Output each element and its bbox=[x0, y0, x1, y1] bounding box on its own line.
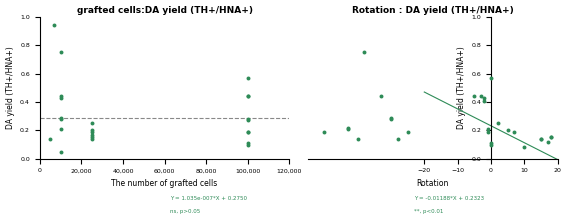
Title: Rotation : DA yield (TH+/HNA+): Rotation : DA yield (TH+/HNA+) bbox=[352, 6, 514, 15]
Point bbox=[403, 130, 412, 134]
Point bbox=[320, 130, 329, 134]
Point bbox=[480, 96, 489, 99]
Text: Y = 1.035e-007*X + 0.2750: Y = 1.035e-007*X + 0.2750 bbox=[170, 196, 247, 201]
Point bbox=[547, 136, 556, 139]
Point bbox=[243, 95, 252, 98]
Point bbox=[543, 140, 552, 143]
Point bbox=[45, 137, 54, 141]
X-axis label: Rotation: Rotation bbox=[416, 179, 449, 188]
X-axis label: The number of grafted cells: The number of grafted cells bbox=[112, 179, 218, 188]
Point bbox=[50, 24, 59, 27]
Title: grafted cells:DA yield (TH+/HNA+): grafted cells:DA yield (TH+/HNA+) bbox=[77, 6, 252, 15]
Point bbox=[520, 146, 529, 149]
Point bbox=[503, 129, 512, 132]
Point bbox=[56, 95, 65, 98]
Point bbox=[243, 141, 252, 145]
Point bbox=[480, 99, 489, 102]
Point bbox=[387, 116, 396, 119]
Point bbox=[343, 126, 352, 129]
Point bbox=[476, 95, 485, 98]
Point bbox=[56, 50, 65, 54]
Point bbox=[243, 76, 252, 80]
Y-axis label: DA yield (TH+/HNA+): DA yield (TH+/HNA+) bbox=[457, 46, 466, 129]
Point bbox=[376, 95, 386, 98]
Point bbox=[536, 137, 545, 141]
Point bbox=[87, 130, 96, 134]
Point bbox=[547, 136, 556, 139]
Point bbox=[87, 136, 96, 139]
Point bbox=[87, 133, 96, 136]
Point bbox=[483, 130, 492, 134]
Point bbox=[87, 129, 96, 132]
Point bbox=[510, 130, 519, 134]
Text: ns, p>0.05: ns, p>0.05 bbox=[170, 209, 200, 214]
Text: Y = -0.01188*X + 0.2323: Y = -0.01188*X + 0.2323 bbox=[414, 196, 484, 201]
Point bbox=[483, 127, 492, 131]
Point bbox=[56, 116, 65, 119]
Text: **, p<0.01: **, p<0.01 bbox=[414, 209, 443, 214]
Point bbox=[243, 130, 252, 134]
Point bbox=[486, 143, 496, 146]
Point bbox=[393, 137, 402, 141]
Point bbox=[56, 96, 65, 99]
Point bbox=[343, 127, 352, 131]
Point bbox=[87, 137, 96, 141]
Point bbox=[56, 150, 65, 153]
Y-axis label: DA yield (TH+/HNA+): DA yield (TH+/HNA+) bbox=[6, 46, 15, 129]
Point bbox=[243, 130, 252, 134]
Point bbox=[536, 137, 545, 141]
Point bbox=[493, 121, 502, 125]
Point bbox=[360, 50, 369, 54]
Point bbox=[56, 127, 65, 131]
Point bbox=[486, 76, 496, 80]
Point bbox=[243, 95, 252, 98]
Point bbox=[243, 117, 252, 121]
Point bbox=[486, 141, 496, 145]
Point bbox=[243, 143, 252, 146]
Point bbox=[243, 119, 252, 122]
Point bbox=[87, 121, 96, 125]
Point bbox=[56, 117, 65, 121]
Point bbox=[353, 137, 362, 141]
Point bbox=[469, 95, 479, 98]
Point bbox=[387, 117, 396, 121]
